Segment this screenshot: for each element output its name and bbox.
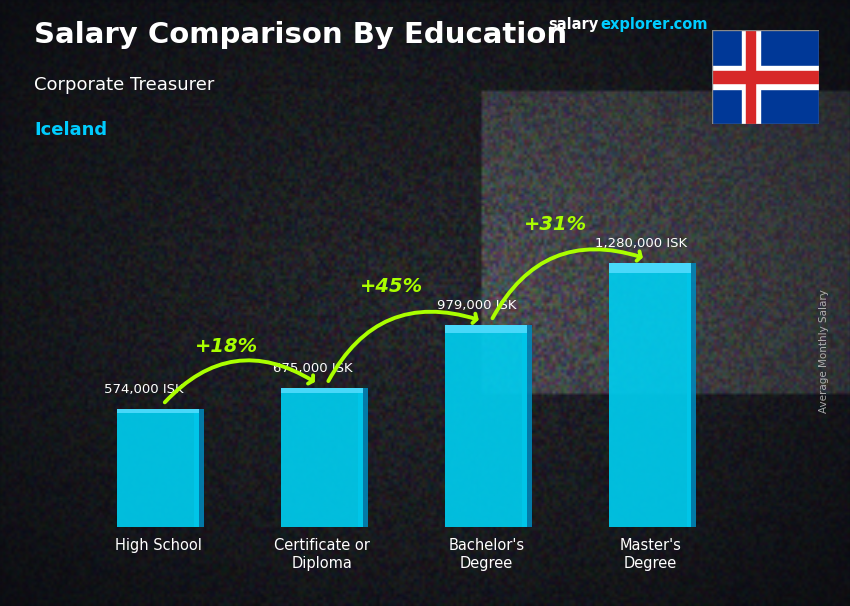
Text: Iceland: Iceland (34, 121, 107, 139)
Text: Average Monthly Salary: Average Monthly Salary (819, 290, 829, 413)
Text: 574,000 ISK: 574,000 ISK (104, 383, 184, 396)
Bar (117, 408, 199, 527)
Text: 1,280,000 ISK: 1,280,000 ISK (595, 237, 687, 250)
Text: 675,000 ISK: 675,000 ISK (273, 362, 353, 375)
Bar (445, 325, 527, 527)
Bar (117, 408, 199, 413)
Text: Corporate Treasurer: Corporate Treasurer (34, 76, 214, 94)
Text: explorer: explorer (600, 17, 670, 32)
Bar (609, 262, 691, 527)
Bar (358, 388, 368, 527)
Text: 979,000 ISK: 979,000 ISK (437, 299, 517, 313)
Text: +31%: +31% (524, 215, 586, 234)
Bar (742, 30, 760, 124)
Bar (712, 72, 819, 83)
Text: +45%: +45% (360, 277, 422, 296)
Bar (712, 65, 819, 89)
Text: .com: .com (669, 17, 708, 32)
Bar (609, 262, 691, 273)
Bar (281, 388, 363, 393)
Bar (445, 325, 527, 333)
Bar (281, 388, 363, 527)
Bar (687, 262, 696, 527)
Text: salary: salary (548, 17, 598, 32)
Text: +18%: +18% (196, 336, 258, 356)
Bar (523, 325, 532, 527)
Bar (194, 408, 204, 527)
Text: Salary Comparison By Education: Salary Comparison By Education (34, 21, 567, 49)
Bar (746, 30, 755, 124)
